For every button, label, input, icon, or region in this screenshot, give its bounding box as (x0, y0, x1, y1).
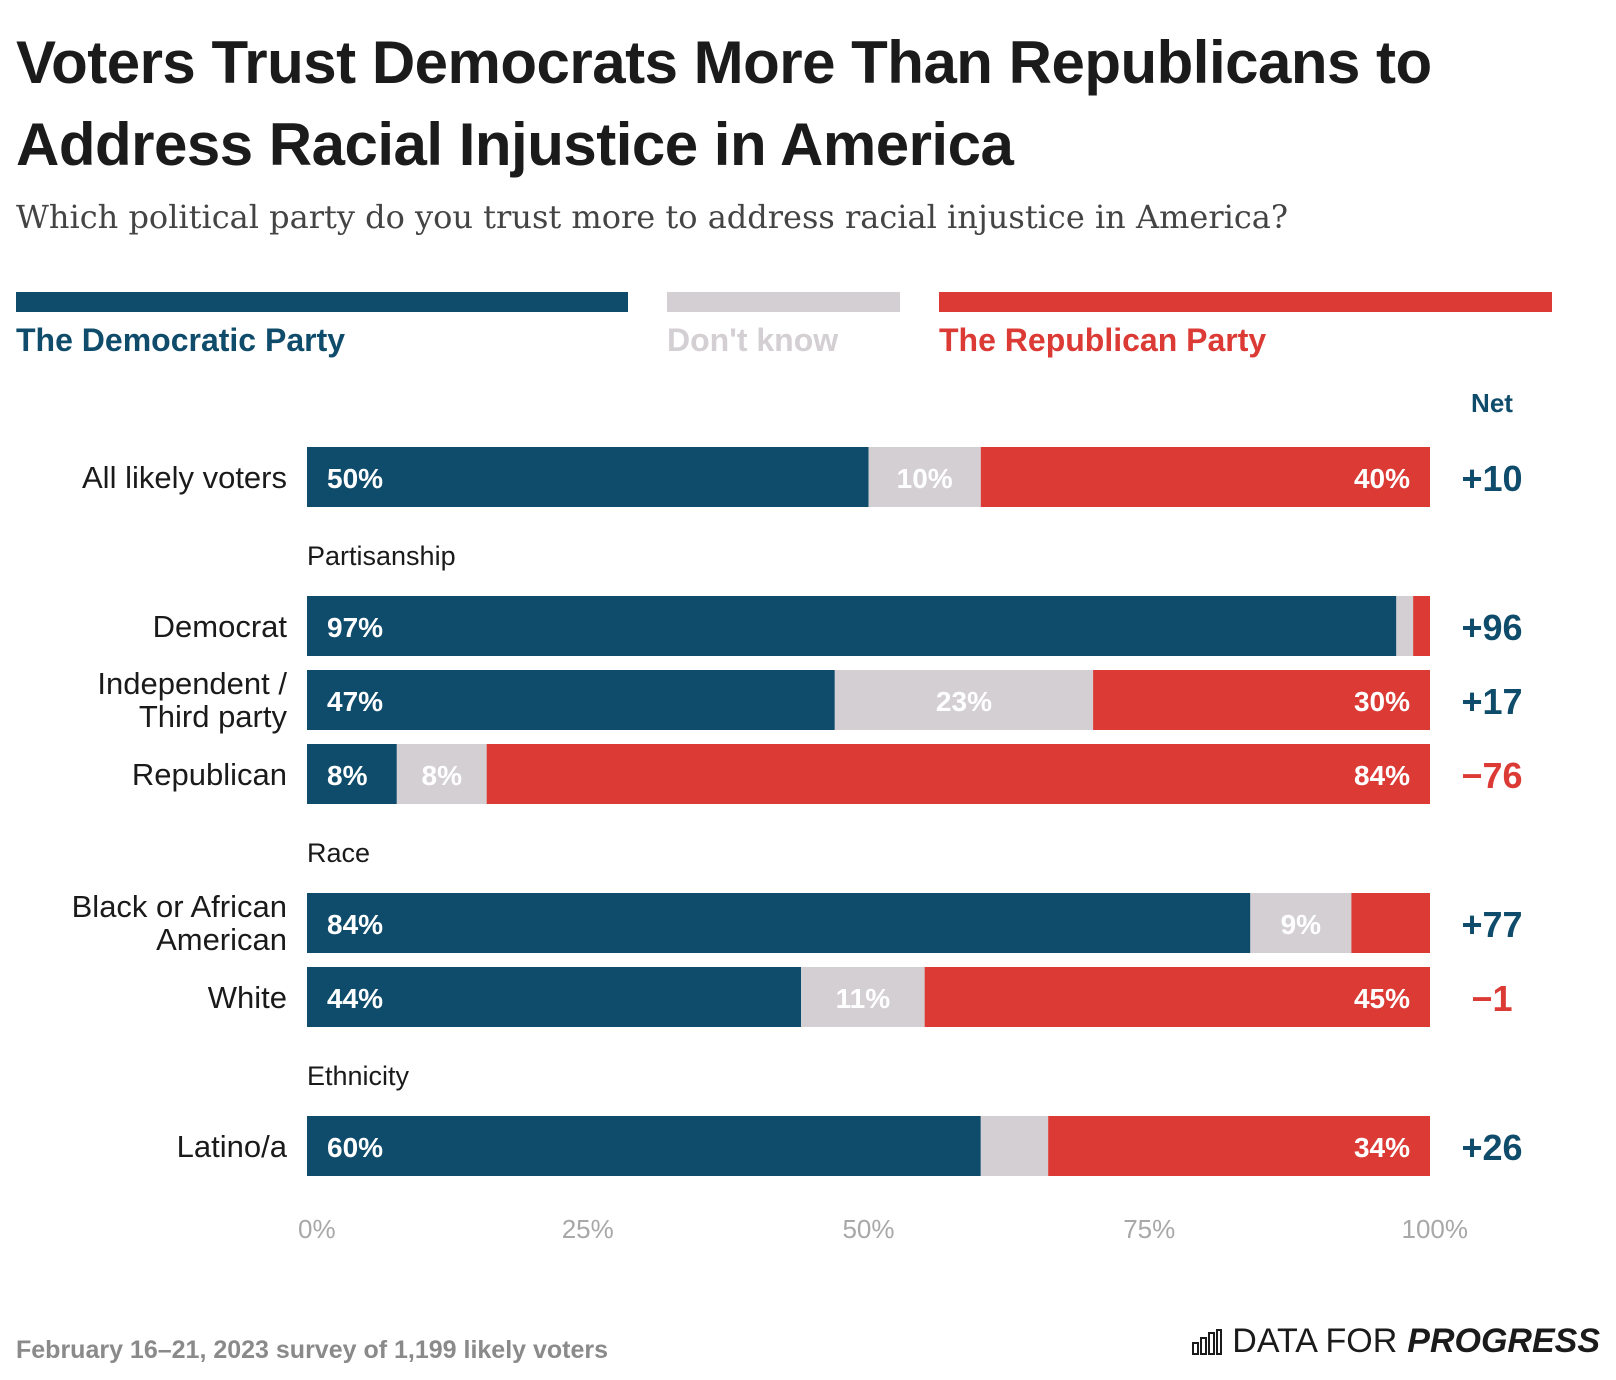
data-label-democratic: 60% (327, 1132, 383, 1163)
data-label-democratic: 44% (327, 983, 383, 1014)
net-value: +26 (1461, 1127, 1522, 1168)
x-tick-label: 100% (1402, 1214, 1469, 1244)
row-label: All likely voters (82, 460, 287, 495)
row-label: Black or African (72, 889, 287, 924)
legend-swatch-dont-know (667, 292, 900, 312)
data-label-republican: 30% (1354, 686, 1410, 717)
bar-segment-dont-know (1396, 596, 1414, 656)
data-label-dont-know: 10% (897, 463, 953, 494)
legend-swatch-republican (939, 292, 1552, 312)
survey-footnote: February 16–21, 2023 survey of 1,199 lik… (16, 1336, 609, 1364)
bar-segment-dont-know (801, 967, 925, 1027)
bar-chart-logo-icon (1192, 1328, 1223, 1355)
data-label-republican: 45% (1354, 983, 1410, 1014)
row-label: Republican (132, 757, 287, 792)
data-label-dont-know: 9% (1281, 909, 1322, 940)
row-label: American (156, 922, 287, 957)
bar-segment-republican (980, 447, 1430, 507)
legend-label-democratic: The Democratic Party (16, 322, 346, 358)
net-value: +10 (1461, 458, 1522, 499)
row-label: Independent / (97, 666, 287, 701)
chart-title: Voters Trust Democrats More Than Republi… (16, 29, 1432, 178)
group-label-ethnicity: Ethnicity (307, 1061, 410, 1091)
legend-label-dont-know: Don't know (667, 322, 839, 358)
net-value: −76 (1461, 755, 1522, 796)
group-label-race: Race (307, 838, 370, 868)
net-value: −1 (1471, 978, 1512, 1019)
row-label: Latino/a (177, 1129, 288, 1164)
group-label-partisanship: Partisanship (307, 541, 456, 571)
data-label-democratic: 97% (327, 612, 383, 643)
bar-segment-republican (1351, 893, 1430, 953)
row-label: Third party (139, 699, 288, 734)
brand-prefix: DATA FOR (1232, 1322, 1398, 1360)
net-value: +96 (1461, 607, 1522, 648)
net-value: +77 (1461, 904, 1522, 945)
bar-segment-dont-know (834, 670, 1094, 730)
bar-segment-democratic (307, 1116, 981, 1176)
x-tick-label: 0% (298, 1214, 336, 1244)
x-tick-label: 75% (1123, 1214, 1175, 1244)
data-label-dont-know: 11% (836, 983, 891, 1014)
bar-segment-republican (1413, 596, 1430, 656)
bar-segment-democratic (307, 447, 869, 507)
bar-segment-dont-know (1250, 893, 1352, 953)
data-label-dont-know: 8% (422, 760, 463, 791)
x-tick-label: 50% (842, 1214, 894, 1244)
data-label-republican: 34% (1354, 1132, 1410, 1163)
data-for-progress-logo: DATA FOR PROGRESS (1192, 1322, 1600, 1361)
data-label-democratic: 47% (327, 686, 383, 717)
bar-segment-republican (1048, 1116, 1430, 1176)
x-tick-label: 25% (562, 1214, 614, 1244)
net-value: +17 (1461, 681, 1522, 722)
bar-segment-democratic (307, 744, 397, 804)
row-label: White (208, 980, 287, 1015)
data-label-republican: 84% (1354, 760, 1410, 791)
bar-segment-republican (486, 744, 1430, 804)
data-label-democratic: 50% (327, 463, 383, 494)
bar-segment-republican (1093, 670, 1430, 730)
brand-strong: PROGRESS (1407, 1322, 1600, 1360)
legend-label-republican: The Republican Party (939, 322, 1267, 358)
stacked-bar-chart: Net All likely voters 50% 10% 40% +10 Partisan… (72, 388, 1523, 1244)
legend-swatch-democratic (16, 292, 628, 312)
bar-segment-dont-know (396, 744, 487, 804)
data-label-dont-know: 23% (936, 686, 992, 717)
bar-segment-democratic (307, 893, 1251, 953)
chart-subtitle: Which political party do you trust more … (16, 198, 1289, 236)
data-label-democratic: 8% (327, 760, 368, 791)
bar-segment-democratic (307, 670, 835, 730)
bar-segment-democratic (307, 967, 802, 1027)
bar-segment-dont-know (980, 1116, 1049, 1176)
row-label: Democrat (153, 609, 288, 644)
bar-segment-republican (924, 967, 1430, 1027)
data-label-republican: 40% (1354, 463, 1410, 494)
bar-segment-dont-know (868, 447, 981, 507)
data-label-democratic: 84% (327, 909, 383, 940)
net-header: Net (1471, 388, 1513, 418)
bar-segment-democratic (307, 596, 1397, 656)
